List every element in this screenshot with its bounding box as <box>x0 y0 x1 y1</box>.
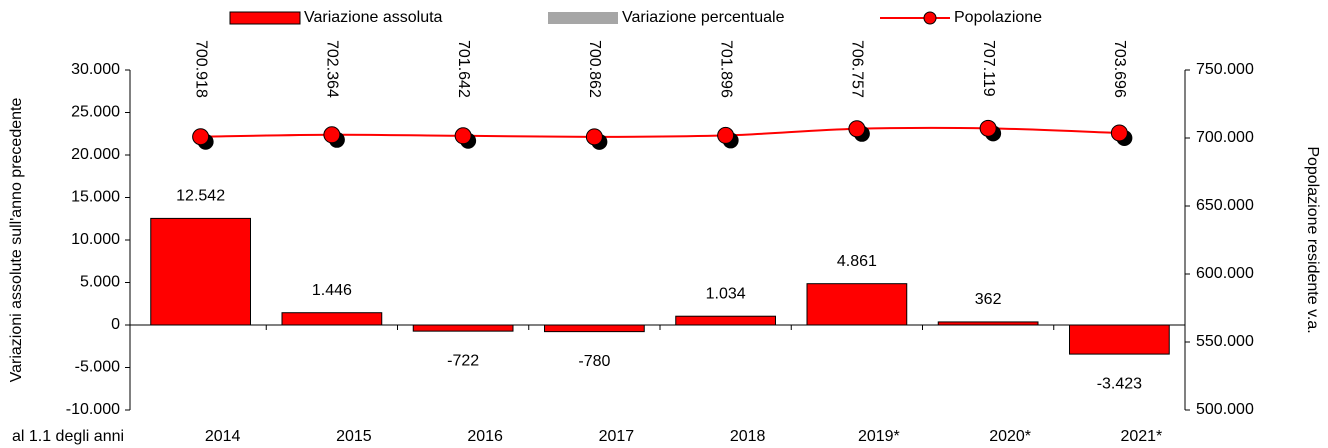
data-label: 12.542 <box>176 188 225 205</box>
legend-swatch <box>229 11 301 25</box>
bar <box>675 315 776 326</box>
x-tick-label: 2015 <box>336 428 372 445</box>
y-tick-label: 30.000 <box>71 61 120 78</box>
bar <box>806 283 908 326</box>
x-tick-label: 2018 <box>730 428 766 445</box>
y2-tick-label: 600.000 <box>1196 265 1254 282</box>
marker <box>454 127 472 145</box>
y-tick-label: 5.000 <box>80 274 120 291</box>
data-label: 700.862 <box>586 40 603 98</box>
bar <box>937 321 1039 326</box>
bar <box>412 324 514 332</box>
data-label: 4.861 <box>837 253 877 270</box>
bar <box>150 217 251 326</box>
y-tick-label: 15.000 <box>71 189 120 206</box>
data-label: 1.446 <box>312 282 352 299</box>
marker <box>1110 124 1128 142</box>
data-label: 1.034 <box>706 285 746 302</box>
bar <box>1069 324 1170 355</box>
data-label: -780 <box>578 353 610 370</box>
marker <box>192 128 210 146</box>
data-label: -722 <box>447 352 479 369</box>
bar <box>544 324 645 333</box>
data-label: 701.642 <box>455 40 472 98</box>
y2-tick-label: 650.000 <box>1196 197 1254 214</box>
y2-axis-label: Popolazione residente v.a. <box>1304 146 1321 333</box>
marker <box>717 126 735 144</box>
legend-label: Popolazione <box>954 9 1042 26</box>
x-tick-label: 2021* <box>1120 428 1162 445</box>
marker <box>585 128 603 146</box>
legend-label: Variazione percentuale <box>622 9 785 26</box>
x-tick-label: 2016 <box>467 428 503 445</box>
data-label: 700.918 <box>192 40 209 98</box>
y2-tick-label: 700.000 <box>1196 129 1254 146</box>
line <box>200 126 1120 138</box>
y-axis-label: Variazioni assolute sull'anno precedente <box>8 98 25 383</box>
bar <box>281 312 383 326</box>
x-tick-label: 2014 <box>205 428 241 445</box>
marker <box>848 120 866 138</box>
y-tick-label: -5.000 <box>75 359 120 376</box>
x-tick-label: 2019* <box>858 428 900 445</box>
data-label: 706.757 <box>849 40 866 98</box>
y-tick-label: -10.000 <box>66 401 120 418</box>
legend-swatch <box>548 12 618 24</box>
data-label: 701.896 <box>717 40 734 98</box>
y-tick-label: 10.000 <box>71 231 120 248</box>
data-label: 702.364 <box>324 40 341 98</box>
y-tick-label: 20.000 <box>71 146 120 163</box>
marker <box>979 119 997 137</box>
legend-marker <box>923 11 937 25</box>
y-tick-label: 25.000 <box>71 104 120 121</box>
x-tick-label: 2017 <box>599 428 635 445</box>
x-tick-label: 2020* <box>989 428 1031 445</box>
data-label: 707.119 <box>980 40 997 97</box>
y2-tick-label: 550.000 <box>1196 333 1254 350</box>
data-label: 362 <box>975 291 1002 308</box>
y2-tick-label: 500.000 <box>1196 401 1254 418</box>
marker <box>323 126 341 144</box>
x-axis-label: al 1.1 degli anni <box>12 428 124 445</box>
y-tick-label: 0 <box>111 316 120 333</box>
y2-tick-label: 750.000 <box>1196 61 1254 78</box>
legend-label: Variazione assoluta <box>304 9 443 26</box>
data-label: 703.696 <box>1111 40 1128 98</box>
data-label: -3.423 <box>1097 375 1142 392</box>
